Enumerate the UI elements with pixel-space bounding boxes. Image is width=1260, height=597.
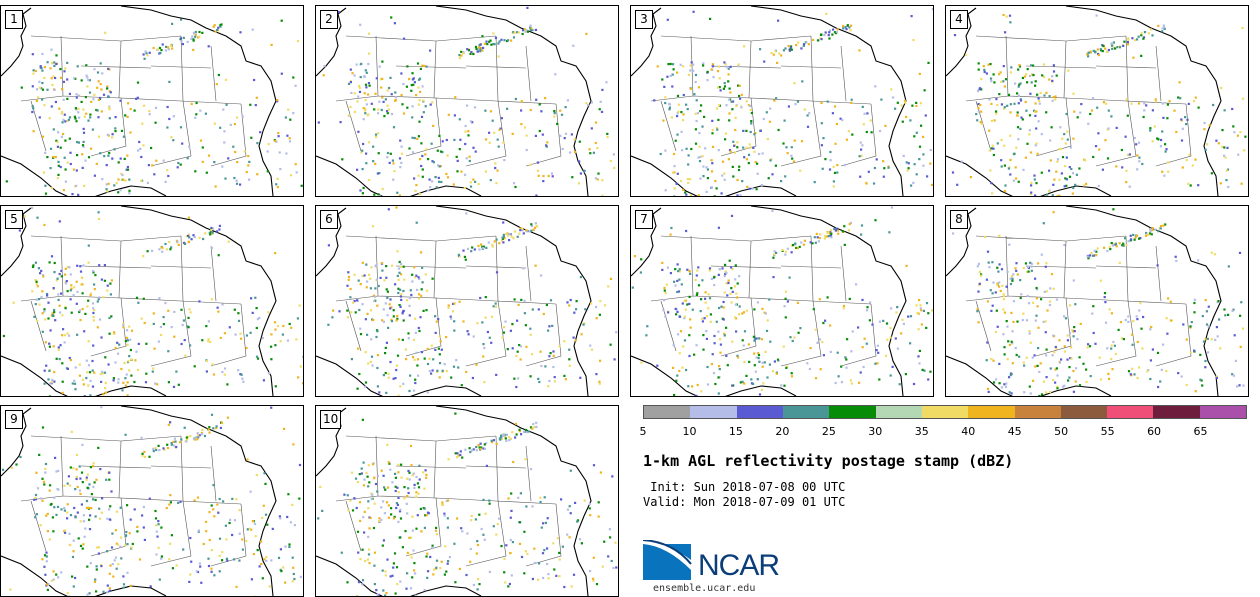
ncar-logo-text: NCAR xyxy=(698,549,780,582)
ensemble-url: ensemble.ucar.edu xyxy=(653,583,756,594)
colorbar-segment xyxy=(1107,406,1154,418)
member-panel: 9 xyxy=(0,405,304,597)
panel-number-label: 4 xyxy=(950,10,968,29)
panel-number-label: 2 xyxy=(320,10,338,29)
colorbar-tick-label: 5 xyxy=(639,425,647,438)
colorbar-segment xyxy=(1014,406,1061,418)
colorbar-tick-label: 15 xyxy=(728,425,743,438)
member-panel: 4 xyxy=(945,5,1249,197)
reflectivity-colorbar xyxy=(643,405,1247,419)
colorbar-tick-label: 35 xyxy=(914,425,929,438)
panel-number-label: 1 xyxy=(5,10,23,29)
colorbar-tick-label: 30 xyxy=(868,425,883,438)
member-panel: 1 xyxy=(0,5,304,197)
colorbar-tick-label: 20 xyxy=(775,425,790,438)
colorbar-segment xyxy=(829,406,876,418)
member-panel: 10 xyxy=(315,405,619,597)
panel-number-label: 5 xyxy=(5,210,23,229)
colorbar-tick-label: 45 xyxy=(1007,425,1022,438)
colorbar-segment xyxy=(736,406,783,418)
valid-time: Valid: Mon 2018-07-09 01 UTC xyxy=(643,495,846,509)
figure-title: 1-km AGL reflectivity postage stamp (dBZ… xyxy=(643,452,1014,470)
member-panel: 2 xyxy=(315,5,619,197)
colorbar-tick-label: 25 xyxy=(821,425,836,438)
member-panel: 7 xyxy=(630,205,934,397)
colorbar-tick-label: 60 xyxy=(1147,425,1162,438)
colorbar-tick-label: 10 xyxy=(682,425,697,438)
panel-number-label: 8 xyxy=(950,210,968,229)
member-panel: 3 xyxy=(630,5,934,197)
panel-number-label: 9 xyxy=(5,410,23,429)
colorbar-segment xyxy=(875,406,922,418)
panel-number-label: 7 xyxy=(635,210,653,229)
colorbar-tick-label: 55 xyxy=(1100,425,1115,438)
colorbar-segment xyxy=(921,406,969,418)
colorbar-segment xyxy=(1153,406,1200,418)
ncar-logo-icon xyxy=(643,540,692,580)
member-panel: 5 xyxy=(0,205,304,397)
member-panel: 6 xyxy=(315,205,619,397)
init-time: Init: Sun 2018-07-08 00 UTC xyxy=(643,480,846,494)
colorbar-segment xyxy=(644,406,691,418)
colorbar-tick-label: 65 xyxy=(1193,425,1208,438)
colorbar-segment xyxy=(782,406,830,418)
colorbar-tick-label: 50 xyxy=(1054,425,1069,438)
colorbar-segment xyxy=(968,406,1015,418)
panel-number-label: 6 xyxy=(320,210,338,229)
colorbar-segment xyxy=(690,406,737,418)
member-panel: 8 xyxy=(945,205,1249,397)
panel-number-label: 3 xyxy=(635,10,653,29)
colorbar-segment xyxy=(1060,406,1108,418)
colorbar-segment xyxy=(1199,406,1247,418)
colorbar-tick-label: 40 xyxy=(961,425,976,438)
panel-number-label: 10 xyxy=(320,410,342,429)
